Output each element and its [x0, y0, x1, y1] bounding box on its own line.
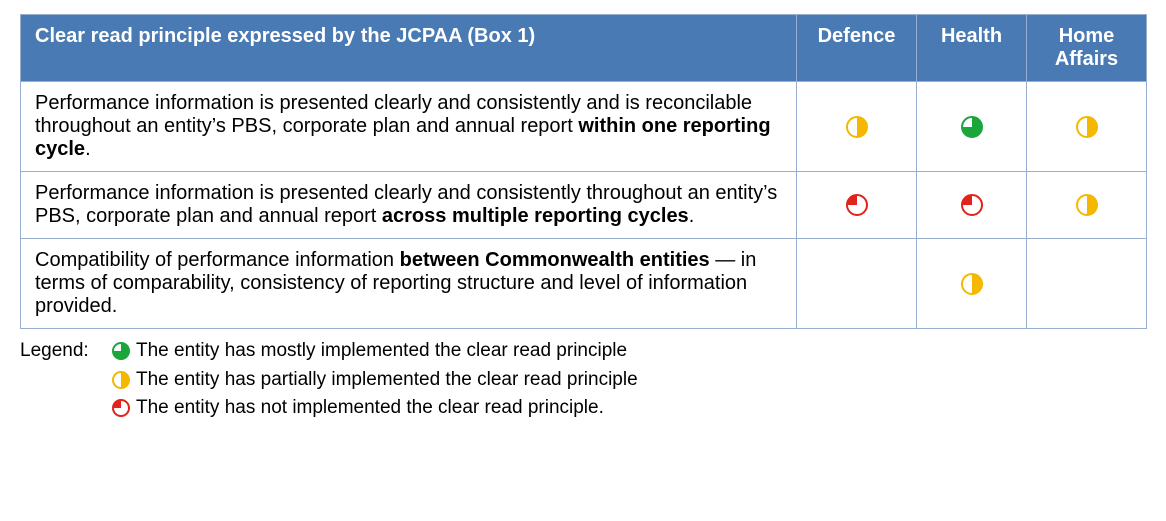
- status-cell: [917, 82, 1027, 172]
- legend-text: The entity has mostly implemented the cl…: [136, 337, 1146, 366]
- principle-bold-text: across multiple reporting cycles: [382, 205, 689, 227]
- header-entity-health: Health: [917, 15, 1027, 82]
- legend-label: Legend:: [20, 337, 112, 366]
- header-entity-home-affairs: Home Affairs: [1027, 15, 1147, 82]
- status-cell: [797, 172, 917, 239]
- status-icon-partially: [846, 116, 868, 138]
- legend: Legend: The entity has mostly implemente…: [20, 337, 1146, 423]
- legend-icon-partially: [112, 371, 130, 389]
- status-cell: [917, 239, 1027, 329]
- page-root: Clear read principle expressed by the JC…: [0, 0, 1166, 443]
- header-entity-defence: Defence: [797, 15, 917, 82]
- legend-row: The entity has partially implemented the…: [20, 366, 1146, 395]
- table-header-row: Clear read principle expressed by the JC…: [21, 15, 1147, 82]
- status-cell: [797, 239, 917, 329]
- status-icon-partially: [1076, 194, 1098, 216]
- status-icon-mostly: [961, 116, 983, 138]
- principle-cell: Performance information is presented cle…: [21, 82, 797, 172]
- status-cell: [1027, 172, 1147, 239]
- principle-bold-text: between Commonwealth entities: [400, 249, 710, 271]
- principles-matrix-table: Clear read principle expressed by the JC…: [20, 14, 1147, 329]
- principle-text-segment: .: [689, 205, 695, 227]
- principle-cell: Performance information is presented cle…: [21, 172, 797, 239]
- legend-icon-not: [112, 399, 130, 417]
- status-cell: [797, 82, 917, 172]
- principle-text-segment: Compatibility of performance information: [35, 249, 400, 271]
- status-icon-not: [846, 194, 868, 216]
- legend-row: The entity has not implemented the clear…: [20, 394, 1146, 423]
- table-row: Performance information is presented cle…: [21, 82, 1147, 172]
- table-row: Performance information is presented cle…: [21, 172, 1147, 239]
- status-icon-partially: [1076, 116, 1098, 138]
- principle-text-segment: .: [85, 138, 91, 160]
- status-cell: [917, 172, 1027, 239]
- legend-text: The entity has partially implemented the…: [136, 366, 1146, 395]
- status-cell: [1027, 239, 1147, 329]
- legend-row: Legend: The entity has mostly implemente…: [20, 337, 1146, 366]
- legend-text: The entity has not implemented the clear…: [136, 394, 1146, 423]
- status-icon-partially: [961, 273, 983, 295]
- header-principle: Clear read principle expressed by the JC…: [21, 15, 797, 82]
- status-cell: [1027, 82, 1147, 172]
- table-row: Compatibility of performance information…: [21, 239, 1147, 329]
- status-icon-not: [961, 194, 983, 216]
- legend-icon-mostly: [112, 342, 130, 360]
- principle-cell: Compatibility of performance information…: [21, 239, 797, 329]
- table-body: Performance information is presented cle…: [21, 82, 1147, 329]
